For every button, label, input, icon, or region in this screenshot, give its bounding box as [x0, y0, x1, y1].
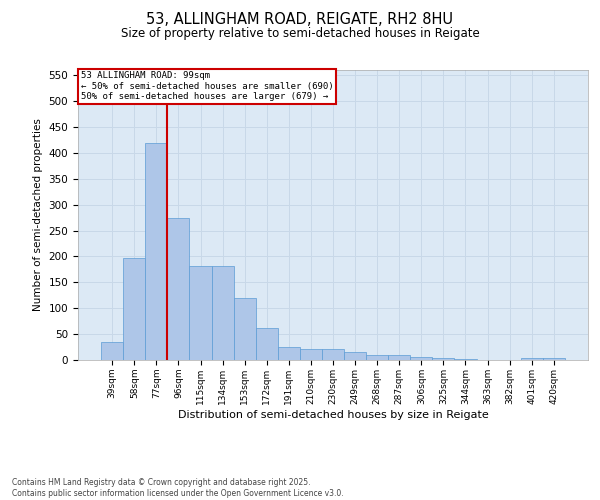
Bar [322, 348, 344, 360]
Bar [278, 347, 300, 360]
Bar [454, 359, 476, 360]
Bar [344, 352, 366, 360]
Text: Size of property relative to semi-detached houses in Reigate: Size of property relative to semi-detach… [121, 28, 479, 40]
Text: 53, ALLINGHAM ROAD, REIGATE, RH2 8HU: 53, ALLINGHAM ROAD, REIGATE, RH2 8HU [146, 12, 454, 28]
Bar [190, 266, 212, 360]
Bar [256, 328, 278, 360]
Bar [433, 358, 454, 360]
Bar [212, 266, 233, 360]
Bar [233, 298, 256, 360]
Bar [123, 258, 145, 360]
Bar [167, 218, 190, 360]
X-axis label: Distribution of semi-detached houses by size in Reigate: Distribution of semi-detached houses by … [178, 410, 488, 420]
Y-axis label: Number of semi-detached properties: Number of semi-detached properties [33, 118, 43, 312]
Bar [521, 358, 543, 360]
Bar [410, 358, 433, 360]
Text: Contains HM Land Registry data © Crown copyright and database right 2025.
Contai: Contains HM Land Registry data © Crown c… [12, 478, 344, 498]
Bar [101, 342, 123, 360]
Bar [543, 358, 565, 360]
Text: 53 ALLINGHAM ROAD: 99sqm
← 50% of semi-detached houses are smaller (690)
50% of : 53 ALLINGHAM ROAD: 99sqm ← 50% of semi-d… [80, 72, 333, 101]
Bar [145, 142, 167, 360]
Bar [300, 348, 322, 360]
Bar [388, 355, 410, 360]
Bar [366, 355, 388, 360]
